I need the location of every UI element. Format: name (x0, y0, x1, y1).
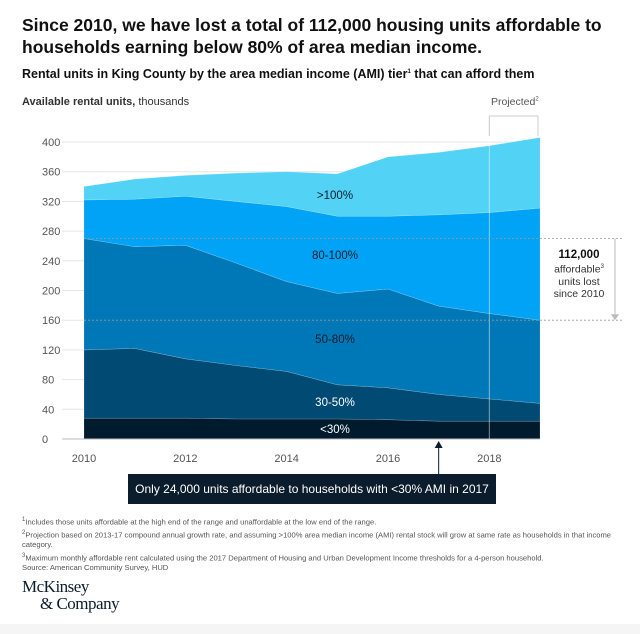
subtitle-text: Rental units in King County by the area … (22, 67, 408, 81)
footnote-num: 2 (22, 529, 26, 536)
y-tick-label: 280 (42, 226, 60, 238)
logo-line: & Company (40, 594, 120, 613)
units-lost-text: affordable (554, 263, 601, 276)
projected-bracket (488, 115, 539, 136)
x-tick-label: 2010 (72, 453, 96, 465)
y-tick-label: 160 (42, 315, 60, 327)
series-label: 80-100% (312, 250, 358, 262)
x-tick-label: 2016 (376, 453, 400, 465)
y-tick-label: 40 (42, 404, 54, 416)
area--100- (83, 137, 541, 217)
y-axis-label-bold: Available rental units, (22, 96, 136, 108)
y-tick-label: 400 (42, 137, 60, 149)
series-label: 30-50% (315, 397, 355, 409)
footer-bar (0, 624, 640, 634)
units-lost-annotation: 112,000 affordable3 units lost since 201… (548, 249, 610, 300)
footnote: 3Maximum monthly affordable rent calcula… (22, 551, 632, 564)
arrow-up-icon (434, 441, 443, 448)
x-tick-label: 2012 (173, 453, 197, 465)
footnote-ref: 1 (407, 68, 411, 75)
y-tick-label: 320 (42, 196, 60, 208)
arrow-down-icon (611, 314, 619, 321)
footnote-text: Includes those units affordable at the h… (25, 517, 377, 527)
callout-box: Only 24,000 units affordable to househol… (128, 474, 496, 504)
chart-subtitle: Rental units in King County by the area … (22, 67, 534, 81)
units-lost-value: 112,000 (558, 249, 600, 261)
footnote-num: 1 (22, 517, 26, 523)
series-label: >100% (317, 190, 353, 202)
projected-text: Projected (491, 96, 536, 108)
headline: Since 2010, we have lost a total of 112,… (22, 15, 602, 57)
y-tick-label: 0 (42, 434, 48, 446)
footnote-ref: 3 (600, 264, 604, 270)
subtitle-text-end: that can afford them (410, 67, 535, 81)
logo-line: McKinsey (22, 577, 89, 596)
series-label: 50-80% (315, 334, 355, 346)
footnotes: 1Includes those units affordable at the … (22, 515, 632, 574)
units-lost-text: since 2010 (553, 287, 605, 300)
source: Source: American Community Survey, HUD (22, 563, 169, 573)
footnote-text: Projection based on 2013-17 compound ann… (22, 530, 612, 550)
mckinsey-logo: McKinsey & Company (22, 577, 120, 613)
series-label: <30% (320, 424, 350, 436)
x-tick-label: 2014 (274, 453, 298, 465)
y-tick-label: 80 (42, 375, 54, 387)
footnote: 1Includes those units affordable at the … (22, 515, 632, 528)
footnote-num: 3 (22, 552, 26, 559)
y-axis-label: Available rental units, thousands (22, 96, 189, 108)
y-axis-label-unit: thousands (135, 96, 190, 108)
x-tick-label: 2018 (477, 453, 501, 465)
units-lost-text: units lost (558, 275, 600, 288)
footnote: 2Projection based on 2013-17 compound an… (22, 528, 632, 551)
y-tick-label: 360 (42, 167, 60, 179)
y-tick-label: 200 (42, 286, 60, 298)
footnote-ref: 2 (535, 96, 539, 103)
projected-label: Projected2 (491, 96, 539, 108)
y-tick-label: 240 (42, 256, 60, 268)
y-tick-label: 120 (42, 345, 60, 357)
footnote-text: Maximum monthly affordable rent calculat… (25, 553, 544, 563)
